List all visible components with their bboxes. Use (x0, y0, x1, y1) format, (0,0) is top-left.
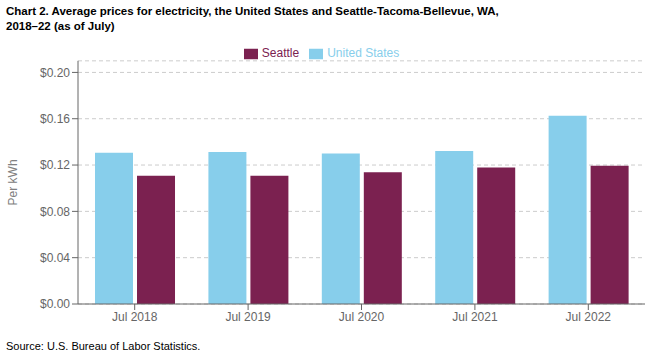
svg-text:$0.20: $0.20 (40, 66, 70, 80)
html-text:Source: U.S. Bureau of Labor S: Source: U.S. Bureau of Labor Statistics. (6, 340, 201, 352)
svg-text:Jul 2018: Jul 2018 (112, 310, 158, 324)
html-text:Seattle: Seattle (261, 46, 300, 60)
svg-text:$0.08: $0.08 (40, 205, 70, 219)
html-text:2018–22 (as of July): 2018–22 (as of July) (6, 20, 115, 32)
svg-text:$0.00: $0.00 (40, 297, 70, 311)
html-text:Chart 2. Average prices for el: Chart 2. Average prices for electricity,… (6, 5, 499, 17)
svg-text:$0.16: $0.16 (40, 112, 70, 126)
svg-text:$0.04: $0.04 (40, 251, 70, 265)
svg-text:Per kWh: Per kWh (8, 159, 20, 205)
html-text:United States: United States (327, 46, 400, 60)
svg-text:Jul 2021: Jul 2021 (452, 310, 498, 324)
svg-text:Jul 2019: Jul 2019 (225, 310, 271, 324)
svg-text:$0.12: $0.12 (40, 158, 70, 172)
svg-text:Jul 2020: Jul 2020 (339, 310, 385, 324)
svg-text:Jul 2022: Jul 2022 (566, 310, 612, 324)
